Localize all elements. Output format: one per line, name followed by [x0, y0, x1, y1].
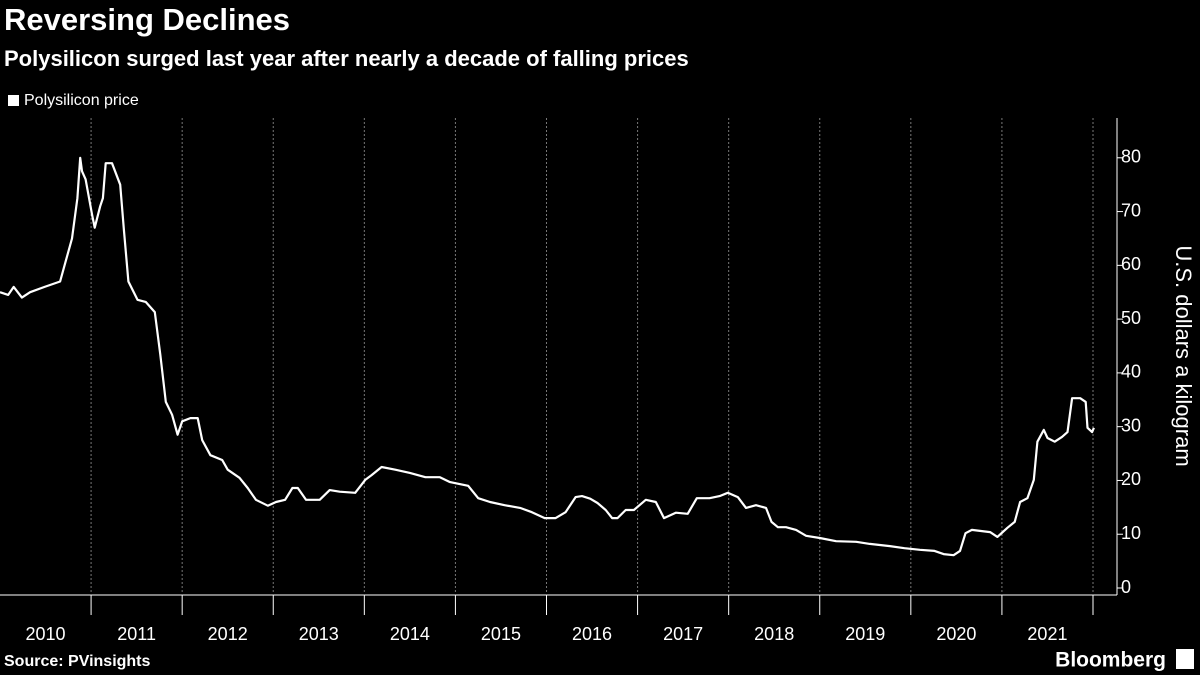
y-tick-label: 70	[1121, 200, 1141, 220]
x-tick-label: 2013	[299, 624, 339, 644]
brand: Bloomberg	[1055, 649, 1166, 672]
y-tick-label: 40	[1121, 362, 1141, 382]
x-tick-label: 2010	[26, 624, 66, 644]
source: Source: PVinsights	[4, 653, 151, 670]
x-tick-label: 2012	[208, 624, 248, 644]
y-tick-label: 20	[1121, 469, 1141, 489]
x-tick-label: 2018	[754, 624, 794, 644]
chart-subtitle: Polysilicon surged last year after nearl…	[4, 46, 689, 71]
y-axis-label: U.S. dollars a kilogram	[1171, 245, 1196, 466]
y-tick-label: 0	[1121, 577, 1131, 597]
x-tick-label: 2011	[117, 624, 156, 644]
chart-title: Reversing Declines	[4, 2, 290, 37]
legend-label: Polysilicon price	[24, 92, 139, 109]
y-tick-label: 50	[1121, 308, 1141, 328]
legend-swatch	[8, 95, 19, 106]
x-tick-label: 2017	[663, 624, 703, 644]
x-tick-label: 2015	[481, 624, 521, 644]
price-line	[0, 156, 1095, 557]
y-tick-label: 60	[1121, 254, 1141, 274]
x-tick-label: 2016	[572, 624, 612, 644]
x-tick-label: 2014	[390, 624, 430, 644]
x-tick-label: 2019	[845, 624, 885, 644]
brand-icon	[1176, 649, 1194, 669]
y-tick-label: 10	[1121, 523, 1141, 543]
y-tick-label: 80	[1121, 147, 1141, 167]
x-tick-label: 2021	[1027, 624, 1067, 644]
y-tick-label: 30	[1121, 415, 1141, 435]
x-tick-label: 2020	[936, 624, 976, 644]
